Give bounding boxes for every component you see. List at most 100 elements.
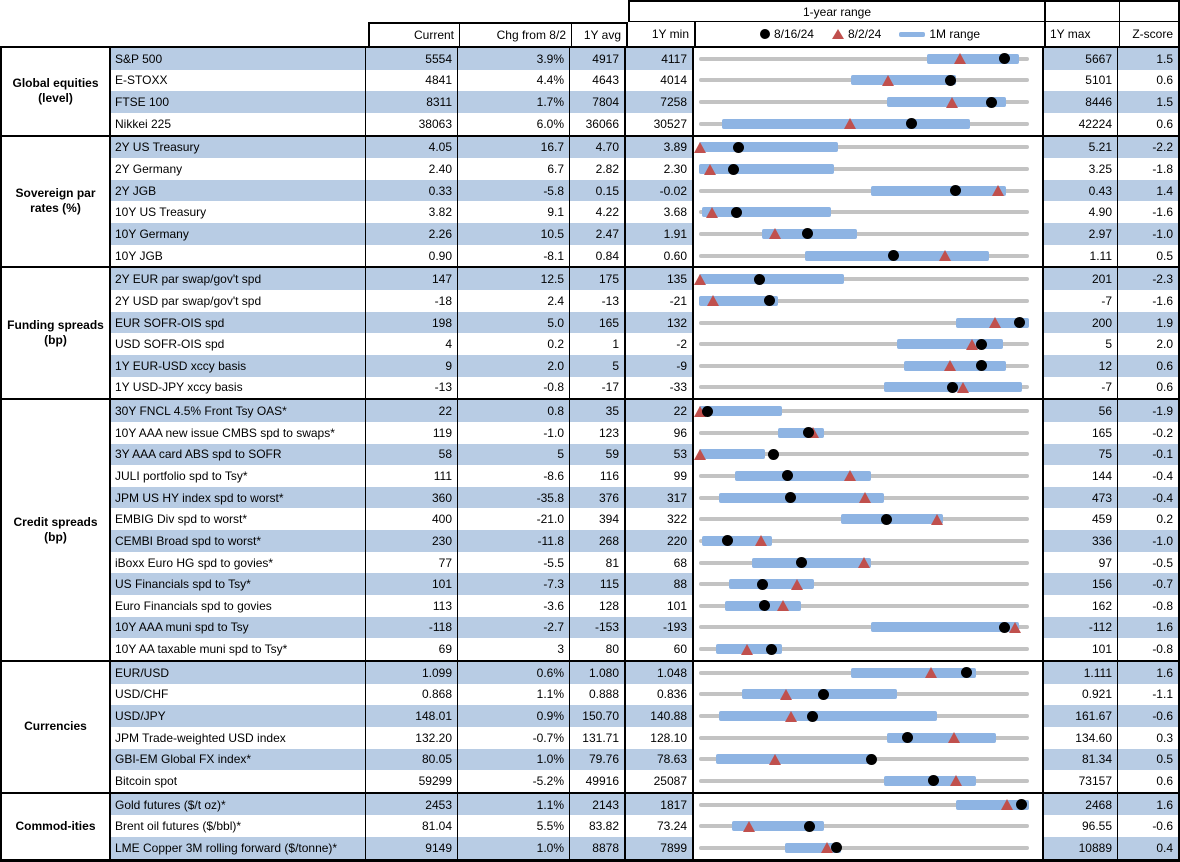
max-value: 161.67	[1044, 705, 1118, 727]
current-value: 230	[366, 530, 458, 552]
one-month-range-bar	[840, 514, 944, 525]
row-label: 10Y AAA muni spd to Tsy	[111, 616, 366, 639]
table-row: E-STOXX 4841 4.4% 4643 4014 5101 0.6	[111, 69, 1178, 92]
table-row: iBoxx Euro HG spd to govies* 77 -5.5 81 …	[111, 551, 1178, 574]
table-row: 1Y USD-JPY xccy basis -13 -0.8 -17 -33 -…	[111, 376, 1178, 399]
min-value: 30527	[626, 112, 694, 135]
aug2-triangle-marker	[779, 688, 792, 700]
chg-value: -35.8	[458, 486, 570, 509]
range-plot-area	[699, 662, 1029, 684]
max-value: 10889	[1044, 837, 1118, 859]
table-row: Gold futures ($/t oz)* 2453 1.1% 2143 18…	[111, 793, 1178, 816]
one-year-range-track	[699, 363, 1029, 368]
chg-value: 0.6%	[458, 661, 570, 684]
one-year-range-track	[699, 430, 1029, 435]
chg-value: 16.7	[458, 136, 570, 159]
row-label: 2Y EUR par swap/gov't spd	[111, 268, 366, 291]
aug16-dot-marker	[960, 667, 972, 679]
aug2-triangle-marker	[881, 74, 894, 86]
range-plot-area	[699, 705, 1029, 727]
one-month-range-bar	[778, 427, 825, 438]
chg-value: -2.7	[458, 616, 570, 639]
current-value: 148.01	[366, 705, 458, 727]
table-row: 10Y Germany 2.26 10.5 2.47 1.91 2.97 -1.…	[111, 223, 1178, 245]
chg-value: 5	[458, 443, 570, 466]
chg-value: 9.1	[458, 201, 570, 224]
table-row: 2Y JGB 0.33 -5.8 0.15 -0.02 0.43 1.4	[111, 179, 1178, 202]
aug16-dot-marker	[731, 206, 743, 218]
current-value: 2453	[366, 793, 458, 816]
chg-value: -3.6	[458, 595, 570, 617]
category-label: Commod-ities	[2, 793, 111, 859]
row-label: 2Y Germany	[111, 158, 366, 180]
z-score-value: 1.5	[1118, 91, 1178, 113]
row-label: 10Y AAA new issue CMBS spd to swaps*	[111, 421, 366, 444]
category-label: Credit spreads (bp)	[2, 400, 111, 660]
range-chart	[694, 726, 1044, 749]
avg-value: 36066	[570, 112, 626, 135]
one-year-range-track	[699, 845, 1029, 850]
aug2-triangle-marker	[859, 492, 872, 504]
min-value: 60	[626, 638, 694, 660]
category-label: Sovereign par rates (%)	[2, 136, 111, 267]
row-label: 3Y AAA card ABS spd to SOFR	[111, 443, 366, 466]
current-value: 77	[366, 551, 458, 574]
chg-value: 1.1%	[458, 793, 570, 816]
row-label: 10Y Germany	[111, 223, 366, 245]
chg-value: -8.6	[458, 465, 570, 487]
row-label: 2Y USD par swap/gov't spd	[111, 290, 366, 312]
z-score-value: 1.4	[1118, 179, 1178, 202]
chg-value: 10.5	[458, 223, 570, 245]
chg-value: 5.5%	[458, 815, 570, 838]
min-value: 7899	[626, 837, 694, 859]
range-plot-area	[699, 749, 1029, 771]
one-year-range-track	[699, 802, 1029, 807]
avg-value: 116	[570, 465, 626, 487]
avg-value: 175	[570, 268, 626, 291]
aug2-triangle-marker	[754, 535, 767, 547]
row-label: JULI portfolio spd to Tsy*	[111, 465, 366, 487]
one-year-range-track	[699, 188, 1029, 193]
min-value: 128.10	[626, 726, 694, 749]
min-value: 322	[626, 508, 694, 531]
one-month-range-bar	[870, 185, 1006, 196]
z-score-value: 1.6	[1118, 616, 1178, 639]
max-value: 1.111	[1044, 661, 1118, 684]
aug16-dot-marker	[728, 163, 740, 175]
one-month-range-bar	[735, 470, 871, 481]
avg-value: 376	[570, 486, 626, 509]
one-year-range-track	[699, 231, 1029, 236]
aug16-dot-marker	[804, 820, 816, 832]
range-chart	[694, 573, 1044, 596]
table-row: S&P 500 5554 3.9% 4917 4117 5667 1.5	[111, 48, 1178, 70]
range-plot-area	[699, 223, 1029, 245]
section: Credit spreads (bp) 30Y FNCL 4.5% Front …	[2, 398, 1178, 660]
range-plot-area	[699, 487, 1029, 509]
max-value: 73157	[1044, 770, 1118, 792]
aug16-dot-marker	[944, 74, 956, 86]
aug16-dot-marker	[976, 360, 988, 372]
z-score-value: -1.1	[1152, 687, 1173, 702]
one-month-range-bar	[751, 557, 871, 568]
aug16-dot-marker	[985, 96, 997, 108]
aug2-triangle-marker	[1001, 799, 1014, 811]
row-label: Brent oil futures ($/bbl)*	[111, 815, 366, 838]
avg-value: 83.82	[570, 815, 626, 838]
aug16-dot-marker	[802, 228, 814, 240]
chg-value: 0.8	[458, 400, 570, 422]
aug2-triangle-marker	[956, 381, 969, 393]
chg-value: -5.5	[458, 551, 570, 574]
range-plot-area	[699, 595, 1029, 617]
max-value: 156	[1044, 573, 1118, 596]
avg-value: 268	[570, 530, 626, 552]
range-chart	[694, 400, 1044, 422]
sections: Global equities (level) S&P 500 5554 3.9…	[0, 48, 1180, 862]
avg-value: 4.22	[570, 201, 626, 224]
legend-triangle-label: 8/2/24	[847, 27, 882, 41]
table-row: EUR SOFR-OIS spd 198 5.0 165 132 200 1.9	[111, 311, 1178, 334]
range-bar-icon	[899, 31, 926, 37]
aug16-dot-marker	[976, 338, 988, 350]
min-value: 99	[626, 465, 694, 487]
aug16-dot-marker	[803, 427, 815, 439]
current-value: 400	[366, 508, 458, 531]
